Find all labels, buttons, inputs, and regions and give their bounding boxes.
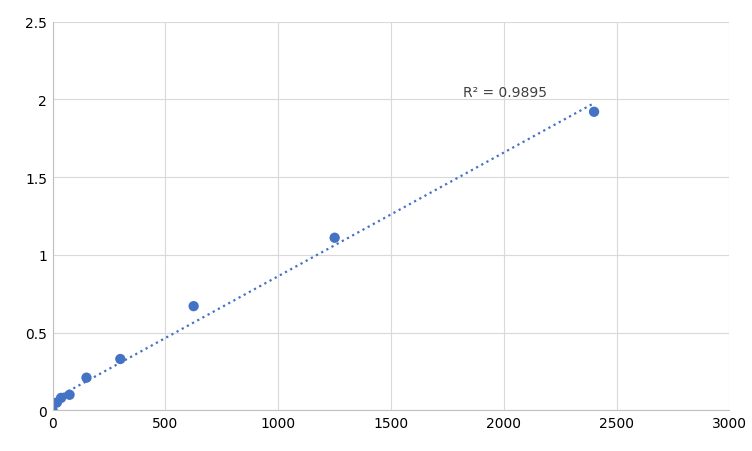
Point (80, 374, 92, 382)
Point (329, 235, 341, 242)
Point (114, 355, 126, 363)
Point (588, 109, 600, 116)
Point (47, 407, 59, 414)
Point (187, 303, 199, 310)
Point (51, 399, 63, 406)
Point (55, 394, 67, 401)
Point (63, 391, 75, 399)
Text: R² = 0.9895: R² = 0.9895 (463, 86, 547, 100)
